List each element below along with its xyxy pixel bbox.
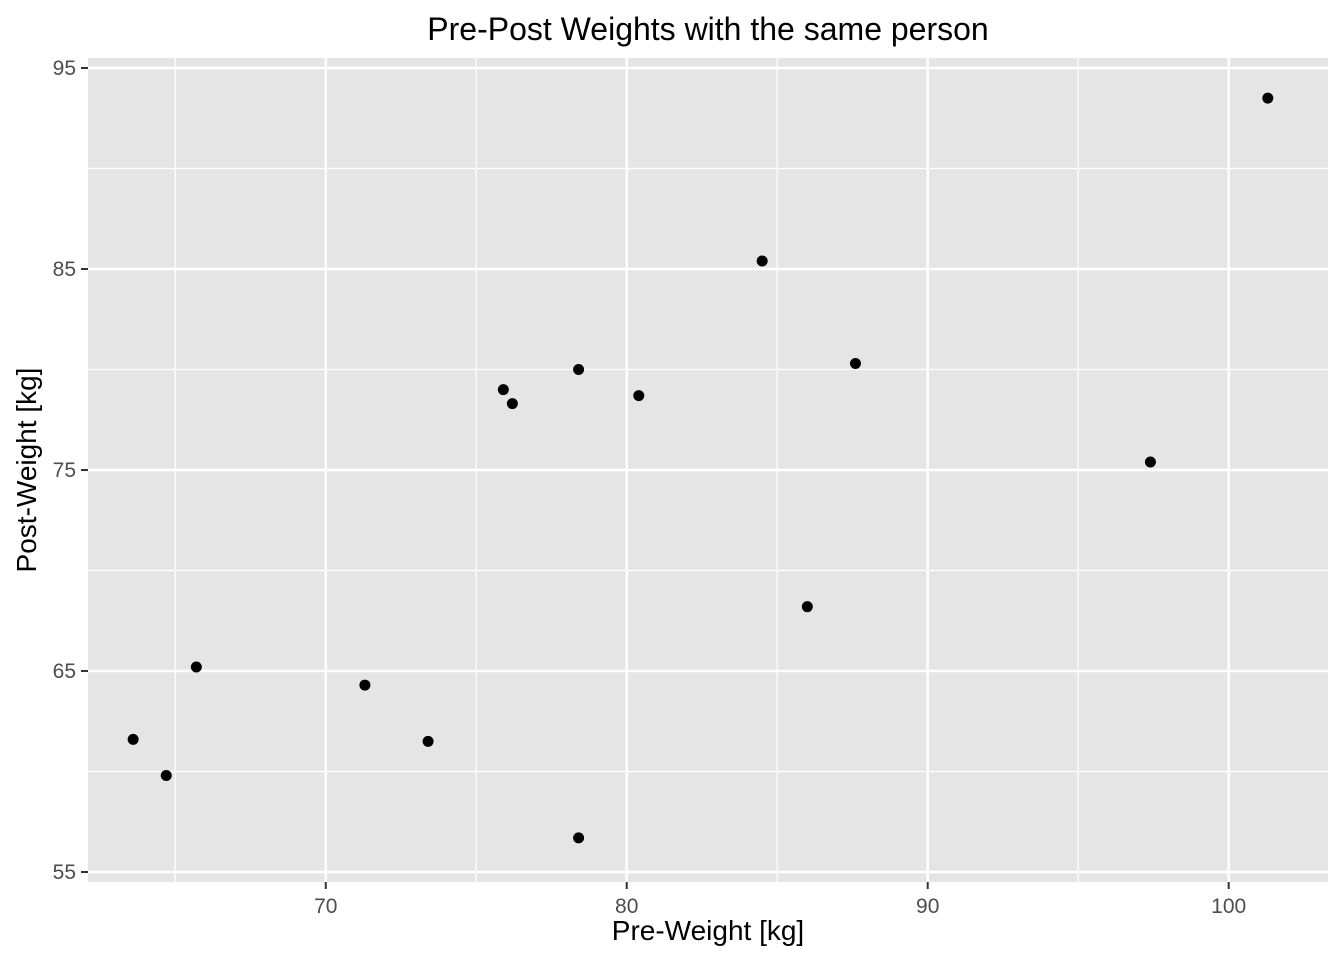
y-axis-label: Post-Weight [kg] — [11, 368, 42, 573]
data-point — [359, 679, 371, 691]
x-tick-label: 100 — [1211, 895, 1246, 918]
data-point — [756, 255, 768, 267]
data-point — [801, 601, 813, 613]
data-point — [127, 733, 139, 745]
x-tick-label: 80 — [615, 895, 638, 918]
data-point — [160, 770, 172, 782]
data-point — [422, 735, 434, 747]
data-point — [1262, 92, 1274, 104]
chart-title: Pre-Post Weights with the same person — [427, 11, 988, 47]
x-tick-label: 90 — [916, 895, 939, 918]
y-tick-label: 65 — [53, 660, 76, 683]
y-axis: 55 65 75 85 95 — [53, 57, 88, 884]
data-point — [497, 384, 509, 396]
x-tick-label: 70 — [314, 895, 337, 918]
data-point — [573, 364, 585, 375]
data-point — [633, 390, 645, 402]
x-axis: 70 80 90 100 — [314, 882, 1246, 918]
data-point — [506, 398, 518, 410]
y-tick-label: 95 — [53, 57, 76, 80]
y-tick-label: 85 — [53, 258, 76, 281]
x-axis-label: Pre-Weight [kg] — [612, 915, 804, 946]
major-grid — [88, 58, 1328, 882]
y-tick-label: 75 — [53, 459, 76, 482]
data-points — [127, 92, 1274, 844]
data-point — [849, 357, 861, 369]
data-point — [573, 832, 585, 844]
y-tick-label: 55 — [53, 861, 76, 884]
data-point — [1144, 456, 1156, 468]
data-point — [190, 661, 202, 673]
